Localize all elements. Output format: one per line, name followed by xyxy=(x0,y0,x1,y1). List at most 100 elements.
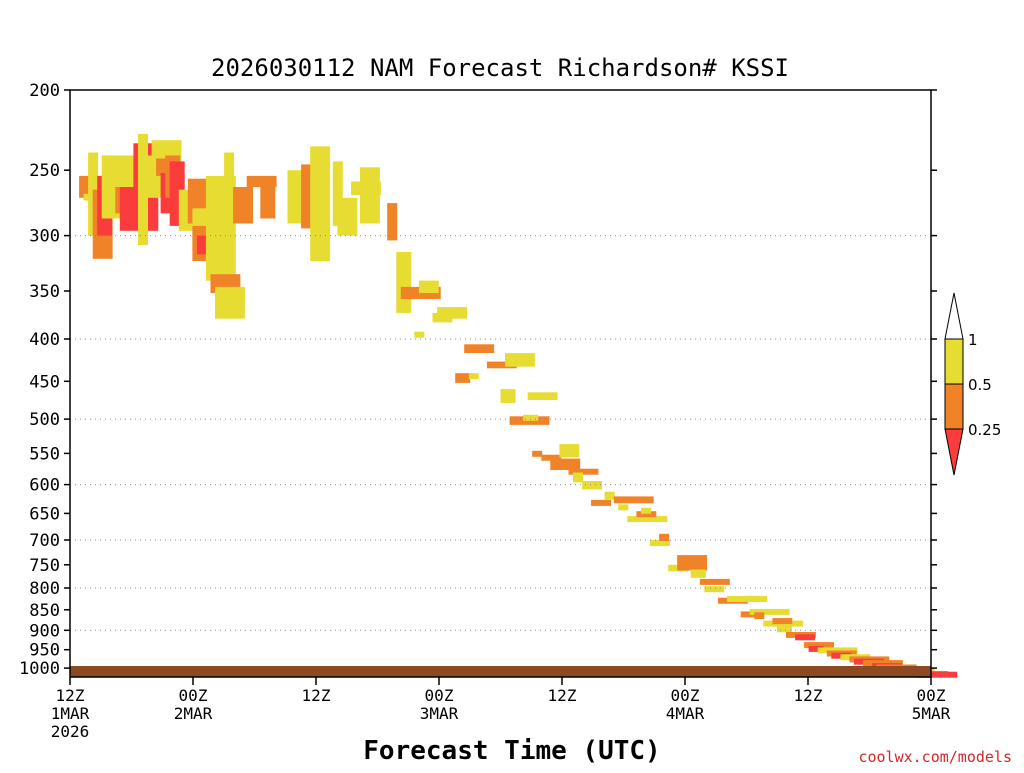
legend-label: 0.25 xyxy=(968,421,1001,439)
heatmap-cell xyxy=(817,647,858,654)
x-tick-label: 00Z xyxy=(671,686,700,705)
y-tick-label: 400 xyxy=(29,330,60,350)
heatmap-cell xyxy=(808,645,824,652)
x-tick-label: 5MAR xyxy=(912,704,951,723)
heatmap-cell xyxy=(754,612,765,619)
x-tick-label: 12Z xyxy=(56,686,85,705)
heatmap-cell xyxy=(659,533,670,541)
heatmap-cell xyxy=(337,197,358,236)
heatmap-cell xyxy=(749,608,790,615)
heatmap-cell xyxy=(776,626,792,633)
heatmap-cell xyxy=(215,286,245,319)
legend-arrow-bottom xyxy=(944,428,964,476)
legend-label: 0.5 xyxy=(968,376,992,394)
y-tick-label: 1000 xyxy=(19,659,60,679)
heatmap-cell xyxy=(119,187,135,231)
heatmap-cell xyxy=(550,458,581,470)
heatmap-cell xyxy=(559,444,580,458)
heatmap-cell xyxy=(591,499,611,506)
heatmap-cell xyxy=(618,504,629,511)
heatmap-cell xyxy=(699,578,730,585)
x-tick-label: 2MAR xyxy=(174,704,213,723)
y-tick-label: 450 xyxy=(29,372,60,392)
y-tick-label: 950 xyxy=(29,641,60,661)
x-tick-label: 1MAR xyxy=(51,704,90,723)
heatmap-cell xyxy=(464,344,495,353)
x-tick-label: 3MAR xyxy=(420,704,459,723)
heatmap-cell xyxy=(795,634,815,641)
x-tick-label: 4MAR xyxy=(666,704,705,723)
x-tick-label: 00Z xyxy=(917,686,946,705)
y-tick-label: 750 xyxy=(29,556,60,576)
y-tick-label: 250 xyxy=(29,161,60,181)
x-tick-label: 12Z xyxy=(548,686,577,705)
legend-label: 1 xyxy=(968,331,978,349)
heatmap-cell xyxy=(690,569,706,578)
credit-text: coolwx.com/models xyxy=(858,748,1012,766)
x-tick-label: 2026 xyxy=(51,722,90,741)
colorbar-legend: 1 0.5 0.25 xyxy=(944,292,1001,476)
heatmap-cell xyxy=(527,392,558,400)
heatmap-cell xyxy=(396,252,412,313)
legend-swatch xyxy=(944,338,964,385)
heatmap-cell xyxy=(641,507,651,514)
y-axis: 200 250 300 350 400 450 500 550 600 650 700 750 8008… xyxy=(19,81,937,679)
heatmap-cell xyxy=(532,450,543,457)
heatmap-cell xyxy=(332,161,343,226)
x-tick-label: 00Z xyxy=(425,686,454,705)
heatmap-cell xyxy=(414,331,425,338)
heatmap-cell xyxy=(418,280,439,294)
y-tick-label: 500 xyxy=(29,410,60,430)
y-tick-label: 550 xyxy=(29,444,60,464)
heatmap-cell xyxy=(310,146,331,262)
heatmap-cells xyxy=(79,133,958,678)
heatmap-cell xyxy=(704,586,725,593)
heatmap-cell xyxy=(455,373,471,383)
heatmap-cell xyxy=(650,540,670,547)
heatmap-cell xyxy=(772,618,793,625)
y-tick-label: 650 xyxy=(29,504,60,524)
heatmap-cell xyxy=(387,203,398,241)
chart-title: 2026030112 NAM Forecast Richardson# KSSI xyxy=(211,54,789,82)
heatmap-cell xyxy=(224,152,235,196)
legend-arrow-top xyxy=(944,292,964,340)
heatmap-cell xyxy=(636,511,657,518)
heatmap-cell xyxy=(740,611,756,618)
x-tick-label: 00Z xyxy=(179,686,208,705)
heatmap-cell xyxy=(468,373,479,380)
y-tick-label: 800 xyxy=(29,579,60,599)
heatmap-cell xyxy=(613,496,654,504)
heatmap-cell xyxy=(573,472,583,483)
heatmap-cell xyxy=(360,167,380,224)
y-tick-label: 300 xyxy=(29,227,60,247)
heatmap-cell xyxy=(523,414,539,421)
heatmap-cell xyxy=(917,671,958,678)
y-tick-label: 600 xyxy=(29,476,60,496)
heatmap-cell xyxy=(260,178,276,219)
heatmap-cell xyxy=(627,516,668,523)
y-tick-label: 700 xyxy=(29,531,60,551)
ground-surface xyxy=(70,666,931,677)
heatmap-cell xyxy=(677,555,708,571)
heatmap-cell xyxy=(541,454,562,461)
heatmap-cell xyxy=(233,187,253,224)
heatmap-cell xyxy=(486,361,517,369)
heatmap-cell xyxy=(500,389,516,403)
heatmap-cell xyxy=(505,353,535,367)
x-tick-label: 12Z xyxy=(302,686,331,705)
legend-swatch xyxy=(944,383,964,430)
y-tick-label: 200 xyxy=(29,81,60,101)
x-axis-label: Forecast Time (UTC) xyxy=(363,736,660,766)
gridlines xyxy=(70,235,931,631)
y-tick-label: 350 xyxy=(29,282,60,302)
heatmap-cell xyxy=(568,468,599,475)
y-tick-label: 850 xyxy=(29,601,60,621)
heatmap-cell xyxy=(727,596,767,602)
x-tick-label: 12Z xyxy=(794,686,823,705)
heatmap-cell xyxy=(804,642,834,649)
heatmap-cell xyxy=(582,481,602,490)
plot-frame xyxy=(69,89,932,678)
